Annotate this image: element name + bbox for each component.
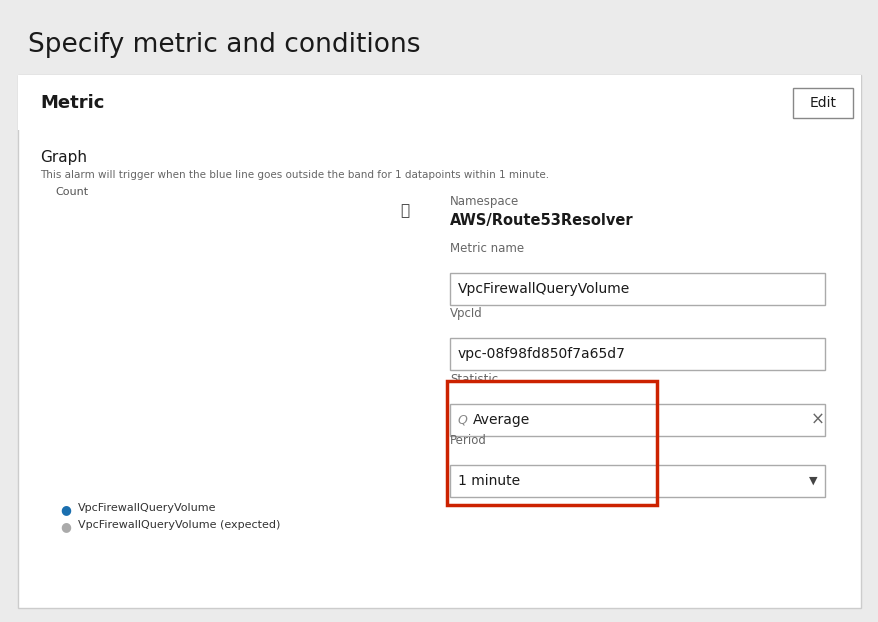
Text: Period: Period: [450, 434, 486, 447]
Text: Metric: Metric: [40, 94, 104, 112]
Text: ×: ×: [810, 411, 824, 429]
Text: ⤢: ⤢: [400, 203, 409, 218]
FancyArrowPatch shape: [666, 382, 696, 392]
Text: Namespace: Namespace: [450, 195, 519, 208]
Text: ●: ●: [60, 503, 71, 516]
Text: Statistic: Statistic: [450, 373, 498, 386]
Text: Count: Count: [55, 187, 88, 197]
Text: Metric name: Metric name: [450, 242, 523, 255]
Text: ▼: ▼: [808, 476, 817, 486]
Text: vpc-08f98fd850f7a65d7: vpc-08f98fd850f7a65d7: [457, 347, 625, 361]
Text: AWS/Route53Resolver: AWS/Route53Resolver: [450, 213, 633, 228]
Text: ●: ●: [60, 520, 71, 533]
Text: Average: Average: [472, 413, 529, 427]
Text: Q: Q: [457, 414, 466, 427]
Text: VpcFirewallQueryVolume: VpcFirewallQueryVolume: [78, 503, 216, 513]
Text: Graph: Graph: [40, 150, 87, 165]
Text: 1 minute: 1 minute: [457, 474, 520, 488]
Text: VpcFirewallQueryVolume (expected): VpcFirewallQueryVolume (expected): [78, 520, 280, 530]
Text: This alarm will trigger when the blue line goes outside the band for 1 datapoint: This alarm will trigger when the blue li…: [40, 170, 549, 180]
Text: VpcFirewallQueryVolume: VpcFirewallQueryVolume: [457, 282, 630, 296]
Text: Specify metric and conditions: Specify metric and conditions: [28, 32, 420, 58]
Text: Edit: Edit: [809, 96, 836, 110]
Text: VpcId: VpcId: [450, 307, 482, 320]
